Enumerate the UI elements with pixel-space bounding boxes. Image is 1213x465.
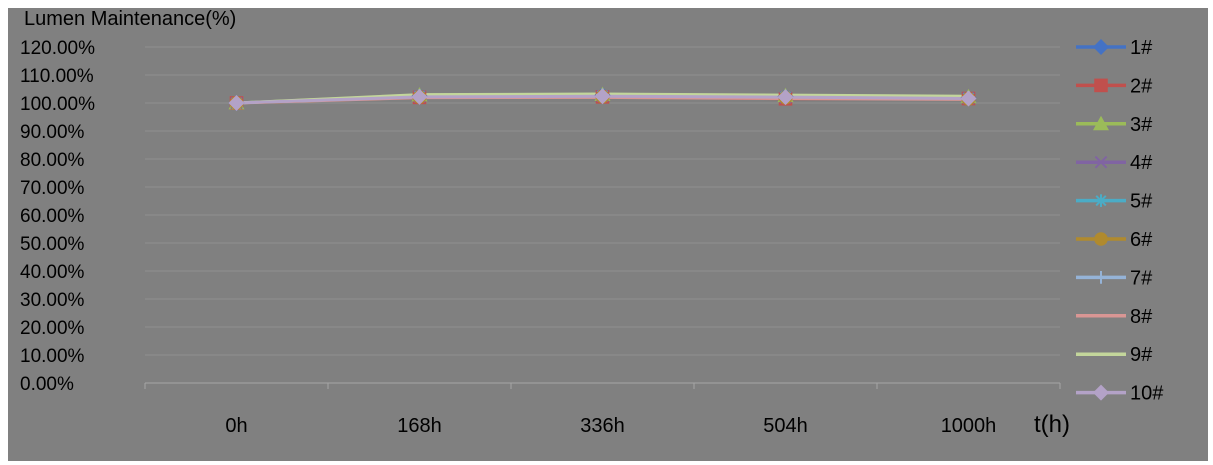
- legend-item: 1#: [1076, 37, 1153, 59]
- data-point-marker: [960, 90, 977, 107]
- y-tick-label: 120.00%: [20, 38, 95, 59]
- data-point-marker: [1093, 384, 1109, 401]
- data-point-marker: [1094, 155, 1108, 169]
- x-tick-label: 336h: [580, 415, 625, 437]
- series-markers: [228, 86, 977, 111]
- data-point-marker: [1094, 271, 1108, 284]
- legend-label: 6#: [1130, 229, 1153, 251]
- y-tick-label: 10.00%: [20, 346, 85, 367]
- legend-label: 8#: [1130, 306, 1153, 328]
- y-tick-label: 20.00%: [20, 318, 85, 339]
- legend-item: 7#: [1076, 267, 1153, 289]
- legend-item: 10#: [1076, 383, 1164, 405]
- y-tick-label: 50.00%: [20, 234, 85, 255]
- legend-label: 1#: [1130, 37, 1153, 59]
- data-point-marker: [594, 88, 611, 105]
- y-tick-label: 40.00%: [20, 262, 85, 283]
- legend-label: 10#: [1130, 383, 1164, 405]
- y-tick-label: 110.00%: [20, 66, 94, 87]
- data-point-marker: [1094, 78, 1108, 93]
- y-tick-label: 80.00%: [20, 150, 85, 171]
- legend-label: 4#: [1130, 152, 1153, 174]
- legend-label: 9#: [1130, 344, 1153, 366]
- legend-item: 5#: [1076, 191, 1153, 213]
- y-tick-label: 70.00%: [20, 178, 85, 199]
- x-tick-label: 504h: [763, 415, 808, 437]
- legend-label: 7#: [1130, 267, 1153, 289]
- legend-label: 3#: [1130, 114, 1153, 136]
- data-point-marker: [1094, 232, 1108, 246]
- data-point-marker: [1093, 115, 1109, 131]
- x-axis-ticks: 0h 168h 336h 504h 1000h: [225, 415, 996, 437]
- y-tick-label: 0.00%: [20, 374, 74, 395]
- x-axis-title: t(h): [1034, 411, 1070, 438]
- data-point-marker: [228, 95, 245, 111]
- data-point-marker: [777, 89, 794, 106]
- legend: 1# 2# 3# 4# 5# 6# 7# 8# 9# 10#: [1076, 37, 1164, 405]
- x-tick-label: 168h: [397, 415, 442, 437]
- data-point-marker: [1093, 39, 1109, 55]
- y-tick-label: 30.00%: [20, 290, 85, 311]
- data-point-marker: [411, 88, 428, 105]
- legend-item: 6#: [1076, 229, 1153, 251]
- y-tick-label: 60.00%: [20, 206, 85, 227]
- legend-label: 5#: [1130, 191, 1153, 213]
- legend-item: 9#: [1076, 344, 1153, 366]
- legend-label: 2#: [1130, 75, 1153, 97]
- data-point-marker: [1094, 194, 1108, 207]
- legend-item: 2#: [1076, 75, 1153, 97]
- legend-item: 3#: [1076, 114, 1153, 136]
- gridlines: [144, 46, 1061, 389]
- x-tick-label: 1000h: [941, 415, 997, 437]
- y-axis-title: Lumen Maintenance(%): [24, 8, 236, 30]
- y-tick-label: 100.00%: [20, 94, 95, 115]
- chart-background: [8, 8, 1208, 461]
- y-tick-label: 90.00%: [20, 122, 85, 143]
- legend-item: 8#: [1076, 306, 1153, 328]
- x-tick-label: 0h: [225, 415, 247, 437]
- legend-item: 4#: [1076, 152, 1153, 174]
- y-axis-ticks: 120.00% 110.00% 100.00% 90.00% 80.00% 70.00% 6…: [20, 38, 95, 395]
